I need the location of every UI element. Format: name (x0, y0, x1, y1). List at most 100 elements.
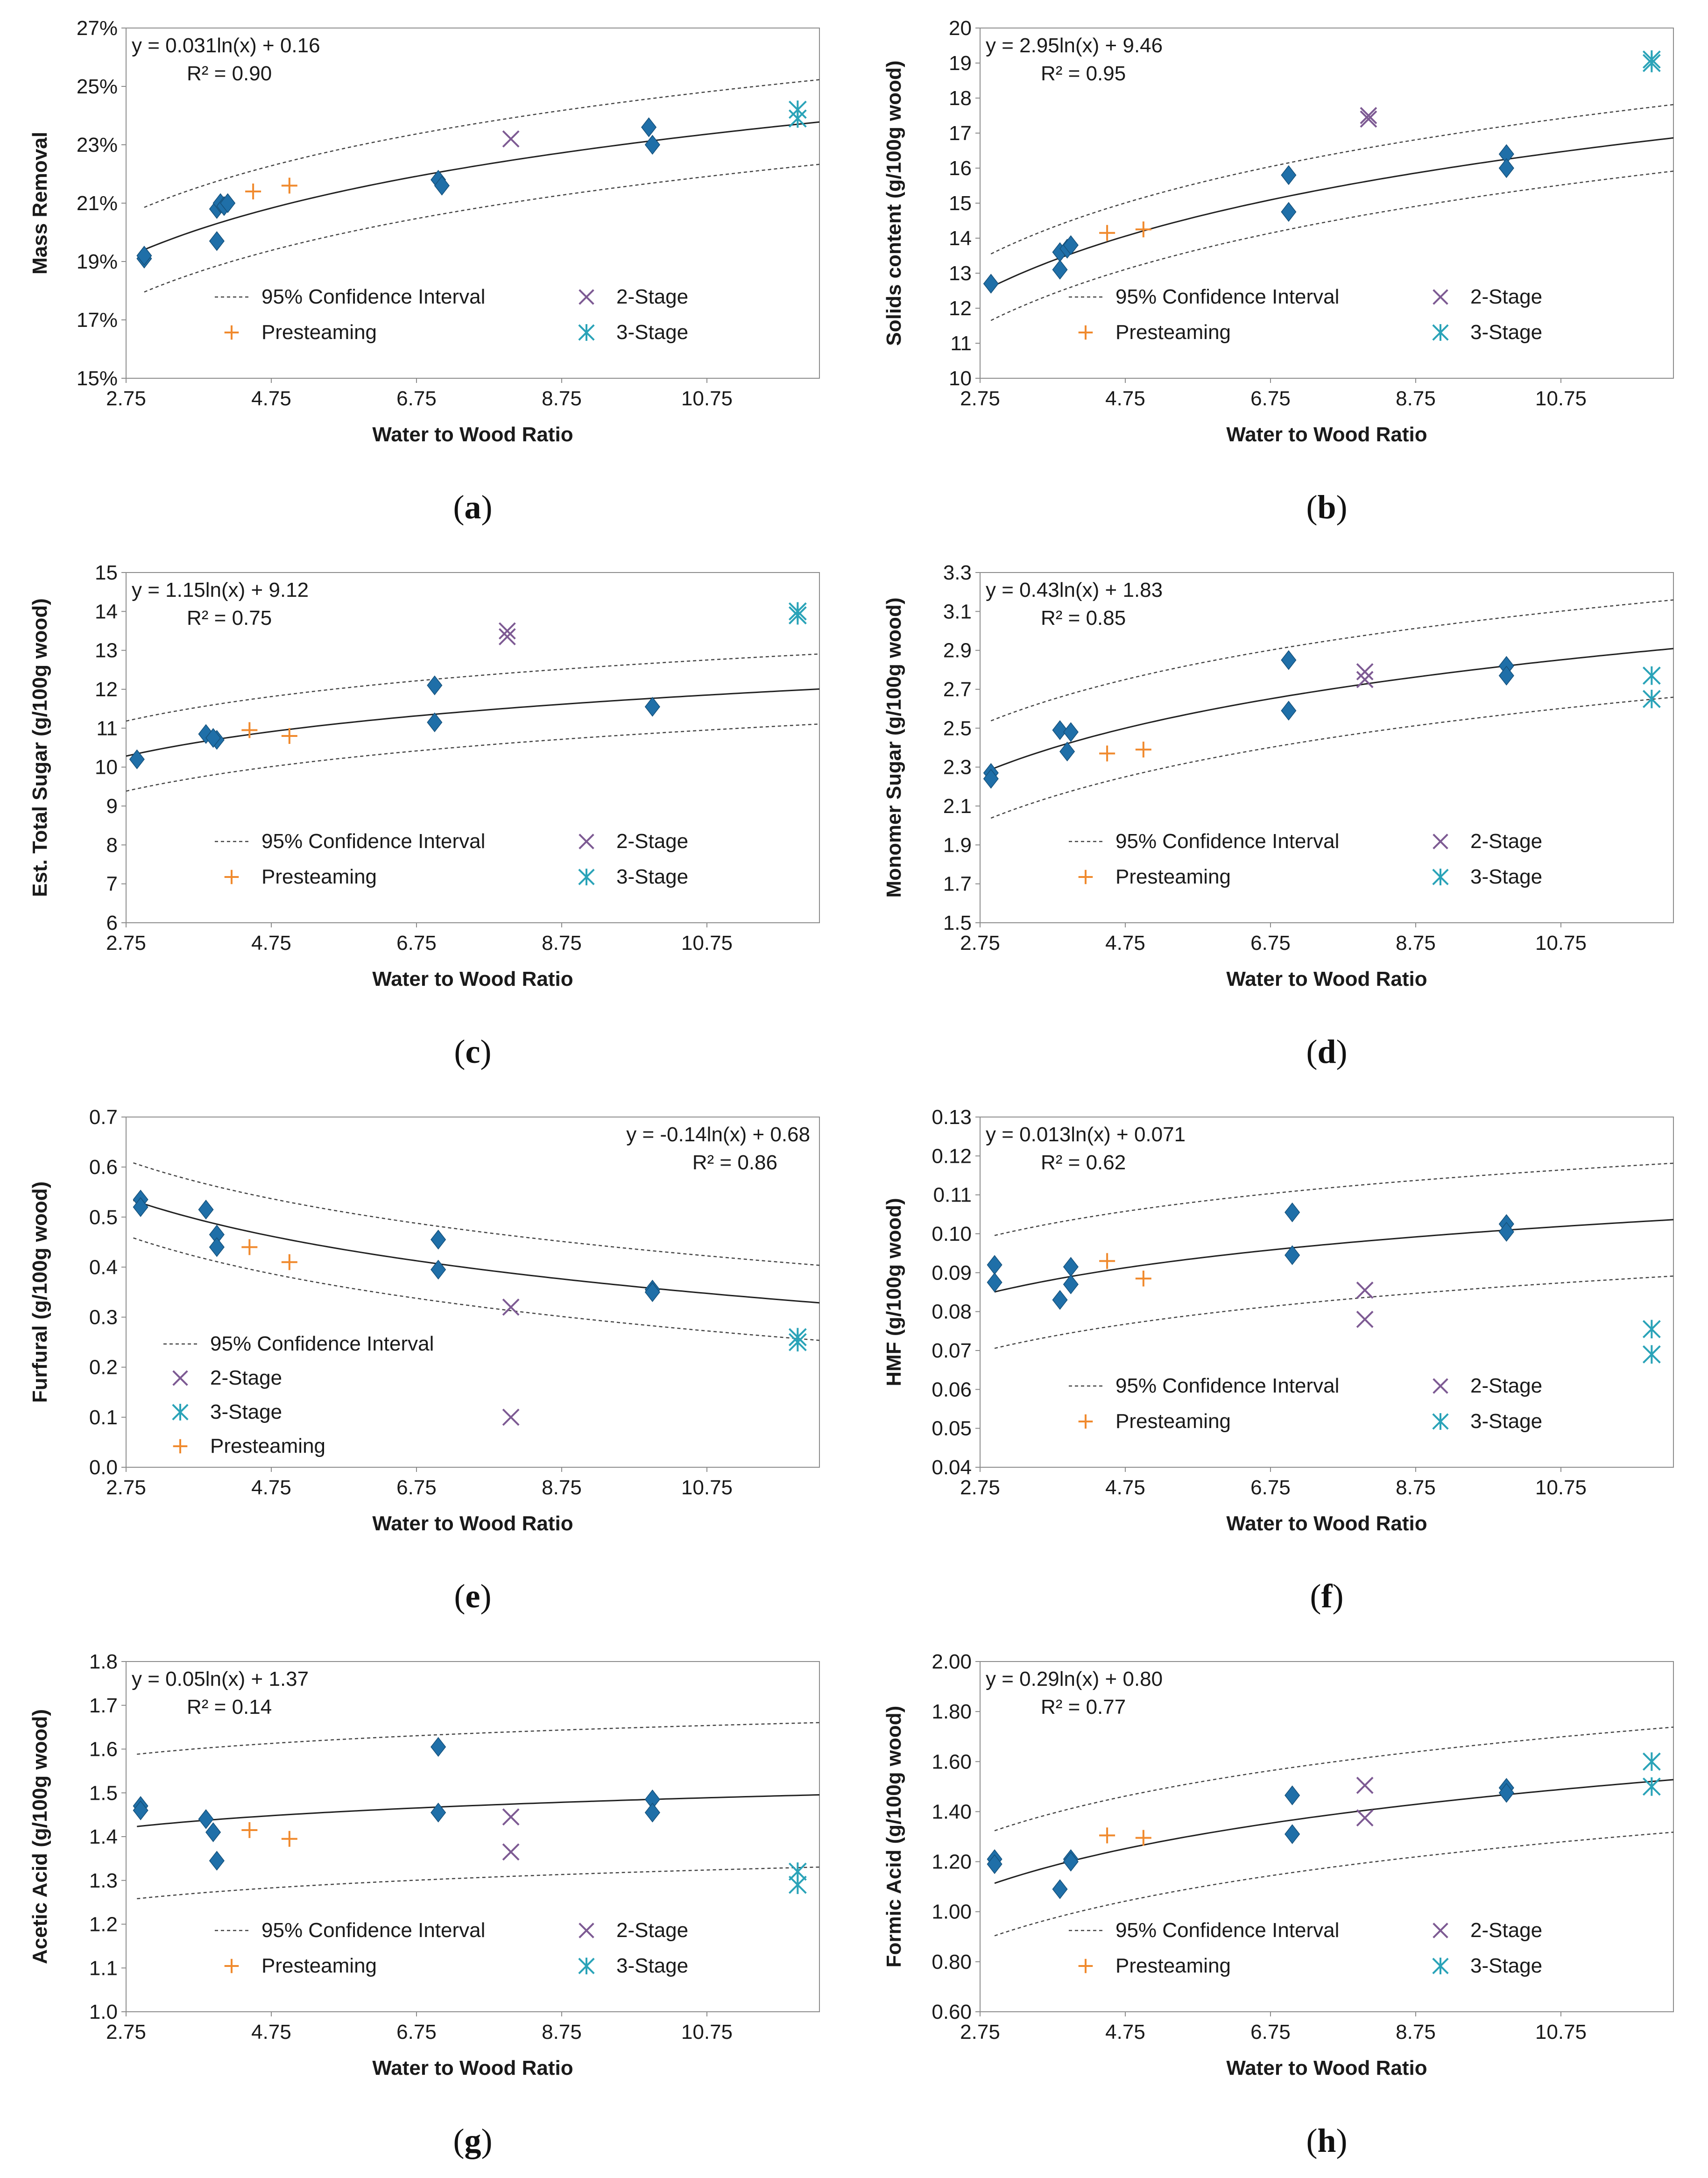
legend-swatch-presteaming (1078, 1414, 1093, 1429)
y-tick-label: 0.05 (932, 1417, 972, 1440)
data-point-diamond (1285, 1785, 1300, 1805)
legend-label-two-stage: 2-Stage (1470, 830, 1542, 853)
y-tick-label: 6 (106, 912, 118, 934)
caption-close-paren: ) (481, 2122, 493, 2159)
y-axis-title: Acetic Acid (g/100g wood) (28, 1709, 51, 1964)
legend-swatch-three-stage (578, 324, 595, 341)
r-squared: R² = 0.86 (692, 1151, 777, 1174)
chart-svg-g: 1.0 1.1 1.2 1.3 1.4 1.5 1.6 1.7 1.8 2.75 4.75 6.75 8… (28, 1650, 820, 2159)
legend-item-two-stage: 2-Stage (579, 285, 688, 308)
legend-swatch-three-stage (578, 1958, 595, 1974)
legend-item-presteaming: Presteaming (224, 321, 377, 344)
y-tick-label: 18 (949, 87, 972, 110)
caption-letter: a (465, 488, 481, 526)
series-presteaming (241, 1822, 297, 1847)
data-point-diamond (220, 193, 236, 213)
data-point-x (502, 1298, 520, 1316)
legend-item-presteaming: Presteaming (1078, 321, 1231, 344)
data-point-diamond (133, 1197, 148, 1217)
chart-panel-d: 1.5 1.7 1.9 2.1 2.3 2.5 2.7 2.9 3.1 3.3 2.75 4.75 6.… (854, 544, 1708, 1089)
x-tick-label: 8.75 (1396, 2021, 1436, 2044)
caption-close-paren: ) (1332, 1577, 1343, 1615)
caption-open-paren: ( (1306, 1033, 1317, 1070)
y-tick-label: 0.09 (932, 1261, 972, 1284)
data-point-diamond (1281, 165, 1297, 185)
x-tick-label: 8.75 (542, 387, 582, 410)
legend-label-presteaming: Presteaming (1115, 321, 1231, 344)
legend-item-three-stage: 3-Stage (578, 321, 688, 344)
legend-item-three-stage: 3-Stage (172, 1400, 282, 1423)
caption-open-paren: ( (454, 1033, 466, 1070)
y-tick-label: 0.04 (932, 1456, 972, 1479)
data-point-asterisk (1642, 666, 1661, 685)
legend-item-three-stage: 3-Stage (1432, 1410, 1542, 1433)
series-presteaming (241, 1239, 297, 1270)
y-axis-title: Mass Removal (28, 132, 51, 275)
fit-curve (133, 1200, 819, 1304)
series-3-stage (788, 1862, 807, 1894)
legend-label-two-stage: 2-Stage (1470, 1374, 1542, 1397)
y-axis-title: Formic Acid (g/100g wood) (882, 1706, 905, 1968)
legend-item-two-stage: 2-Stage (579, 1919, 688, 1942)
data-point-asterisk (1642, 1752, 1661, 1771)
x-axis-title: Water to Wood Ratio (1226, 968, 1427, 990)
y-tick-label: 1.6 (89, 1738, 118, 1761)
legend-label-three-stage: 3-Stage (1470, 1954, 1542, 1977)
ci-upper-curve (994, 1162, 1673, 1236)
y-tick-label: 2.7 (943, 678, 972, 701)
data-point-diamond (205, 728, 221, 748)
legend-label-two-stage: 2-Stage (1470, 1919, 1542, 1942)
series-data (987, 1202, 1514, 1310)
data-point-diamond (427, 712, 443, 733)
data-point-diamond (644, 134, 660, 155)
data-point-diamond (1285, 1245, 1300, 1266)
series-data (136, 117, 660, 269)
legend-item-ci: 95% Confidence Interval (163, 1332, 434, 1355)
series-data (983, 650, 1514, 789)
series-3-stage (1642, 1752, 1661, 1796)
x-tick-label: 6.75 (1250, 2021, 1291, 2044)
legend: 95% Confidence Interval 2-Stage Presteamin… (215, 830, 688, 888)
ci-lower-curve (994, 1275, 1673, 1349)
data-point-plus (281, 728, 297, 744)
data-point-diamond (1063, 722, 1079, 742)
x-tick-label: 2.75 (106, 387, 146, 410)
panel-caption: (a) (453, 488, 493, 526)
ci-upper-curve (133, 1162, 819, 1266)
legend-item-ci: 95% Confidence Interval (1069, 830, 1339, 853)
legend-swatch-two-stage (579, 289, 594, 305)
series-2-stage (502, 1808, 520, 1861)
data-point-diamond (427, 675, 443, 695)
data-point-asterisk (788, 109, 807, 128)
y-tick-label: 0.08 (932, 1301, 972, 1323)
y-tick-label: 3.3 (943, 561, 972, 584)
x-tick-label: 8.75 (1396, 932, 1436, 955)
legend-item-three-stage: 3-Stage (1432, 865, 1542, 888)
legend-label-presteaming: Presteaming (1115, 1410, 1231, 1433)
data-point-plus (245, 184, 261, 199)
data-point-x (1356, 671, 1374, 688)
data-point-x (1356, 1776, 1374, 1794)
plot-area-frame (980, 1661, 1674, 2012)
caption-letter: d (1317, 1033, 1336, 1070)
fit-equation: y = 2.95ln(x) + 9.46 (986, 34, 1163, 57)
data-point-diamond (431, 1230, 446, 1250)
legend-label-presteaming: Presteaming (1115, 1954, 1231, 1977)
legend-swatch-three-stage (1432, 1958, 1449, 1974)
data-point-x (1356, 1310, 1374, 1328)
legend-label-ci: 95% Confidence Interval (1115, 1919, 1339, 1942)
x-tick-label: 10.75 (681, 932, 733, 955)
caption-letter: g (465, 2122, 481, 2159)
data-point-diamond (1052, 260, 1068, 280)
panel-caption: (b) (1306, 488, 1347, 526)
y-tick-label: 1.1 (89, 1957, 118, 1980)
chart-panel-c: 6 7 8 9 10 11 12 13 14 15 2.75 4.75 6.75 8.75 10.75 Wat… (0, 544, 854, 1089)
fit-curve (990, 137, 1673, 288)
x-tick-label: 10.75 (681, 2021, 733, 2044)
y-tick-label: 0.07 (932, 1339, 972, 1362)
data-point-diamond (987, 1272, 1002, 1293)
ci-upper-curve (990, 104, 1673, 255)
fit-curve (137, 1794, 819, 1827)
panel-caption: (f) (1310, 1577, 1344, 1615)
x-axis-title: Water to Wood Ratio (1226, 2057, 1427, 2079)
